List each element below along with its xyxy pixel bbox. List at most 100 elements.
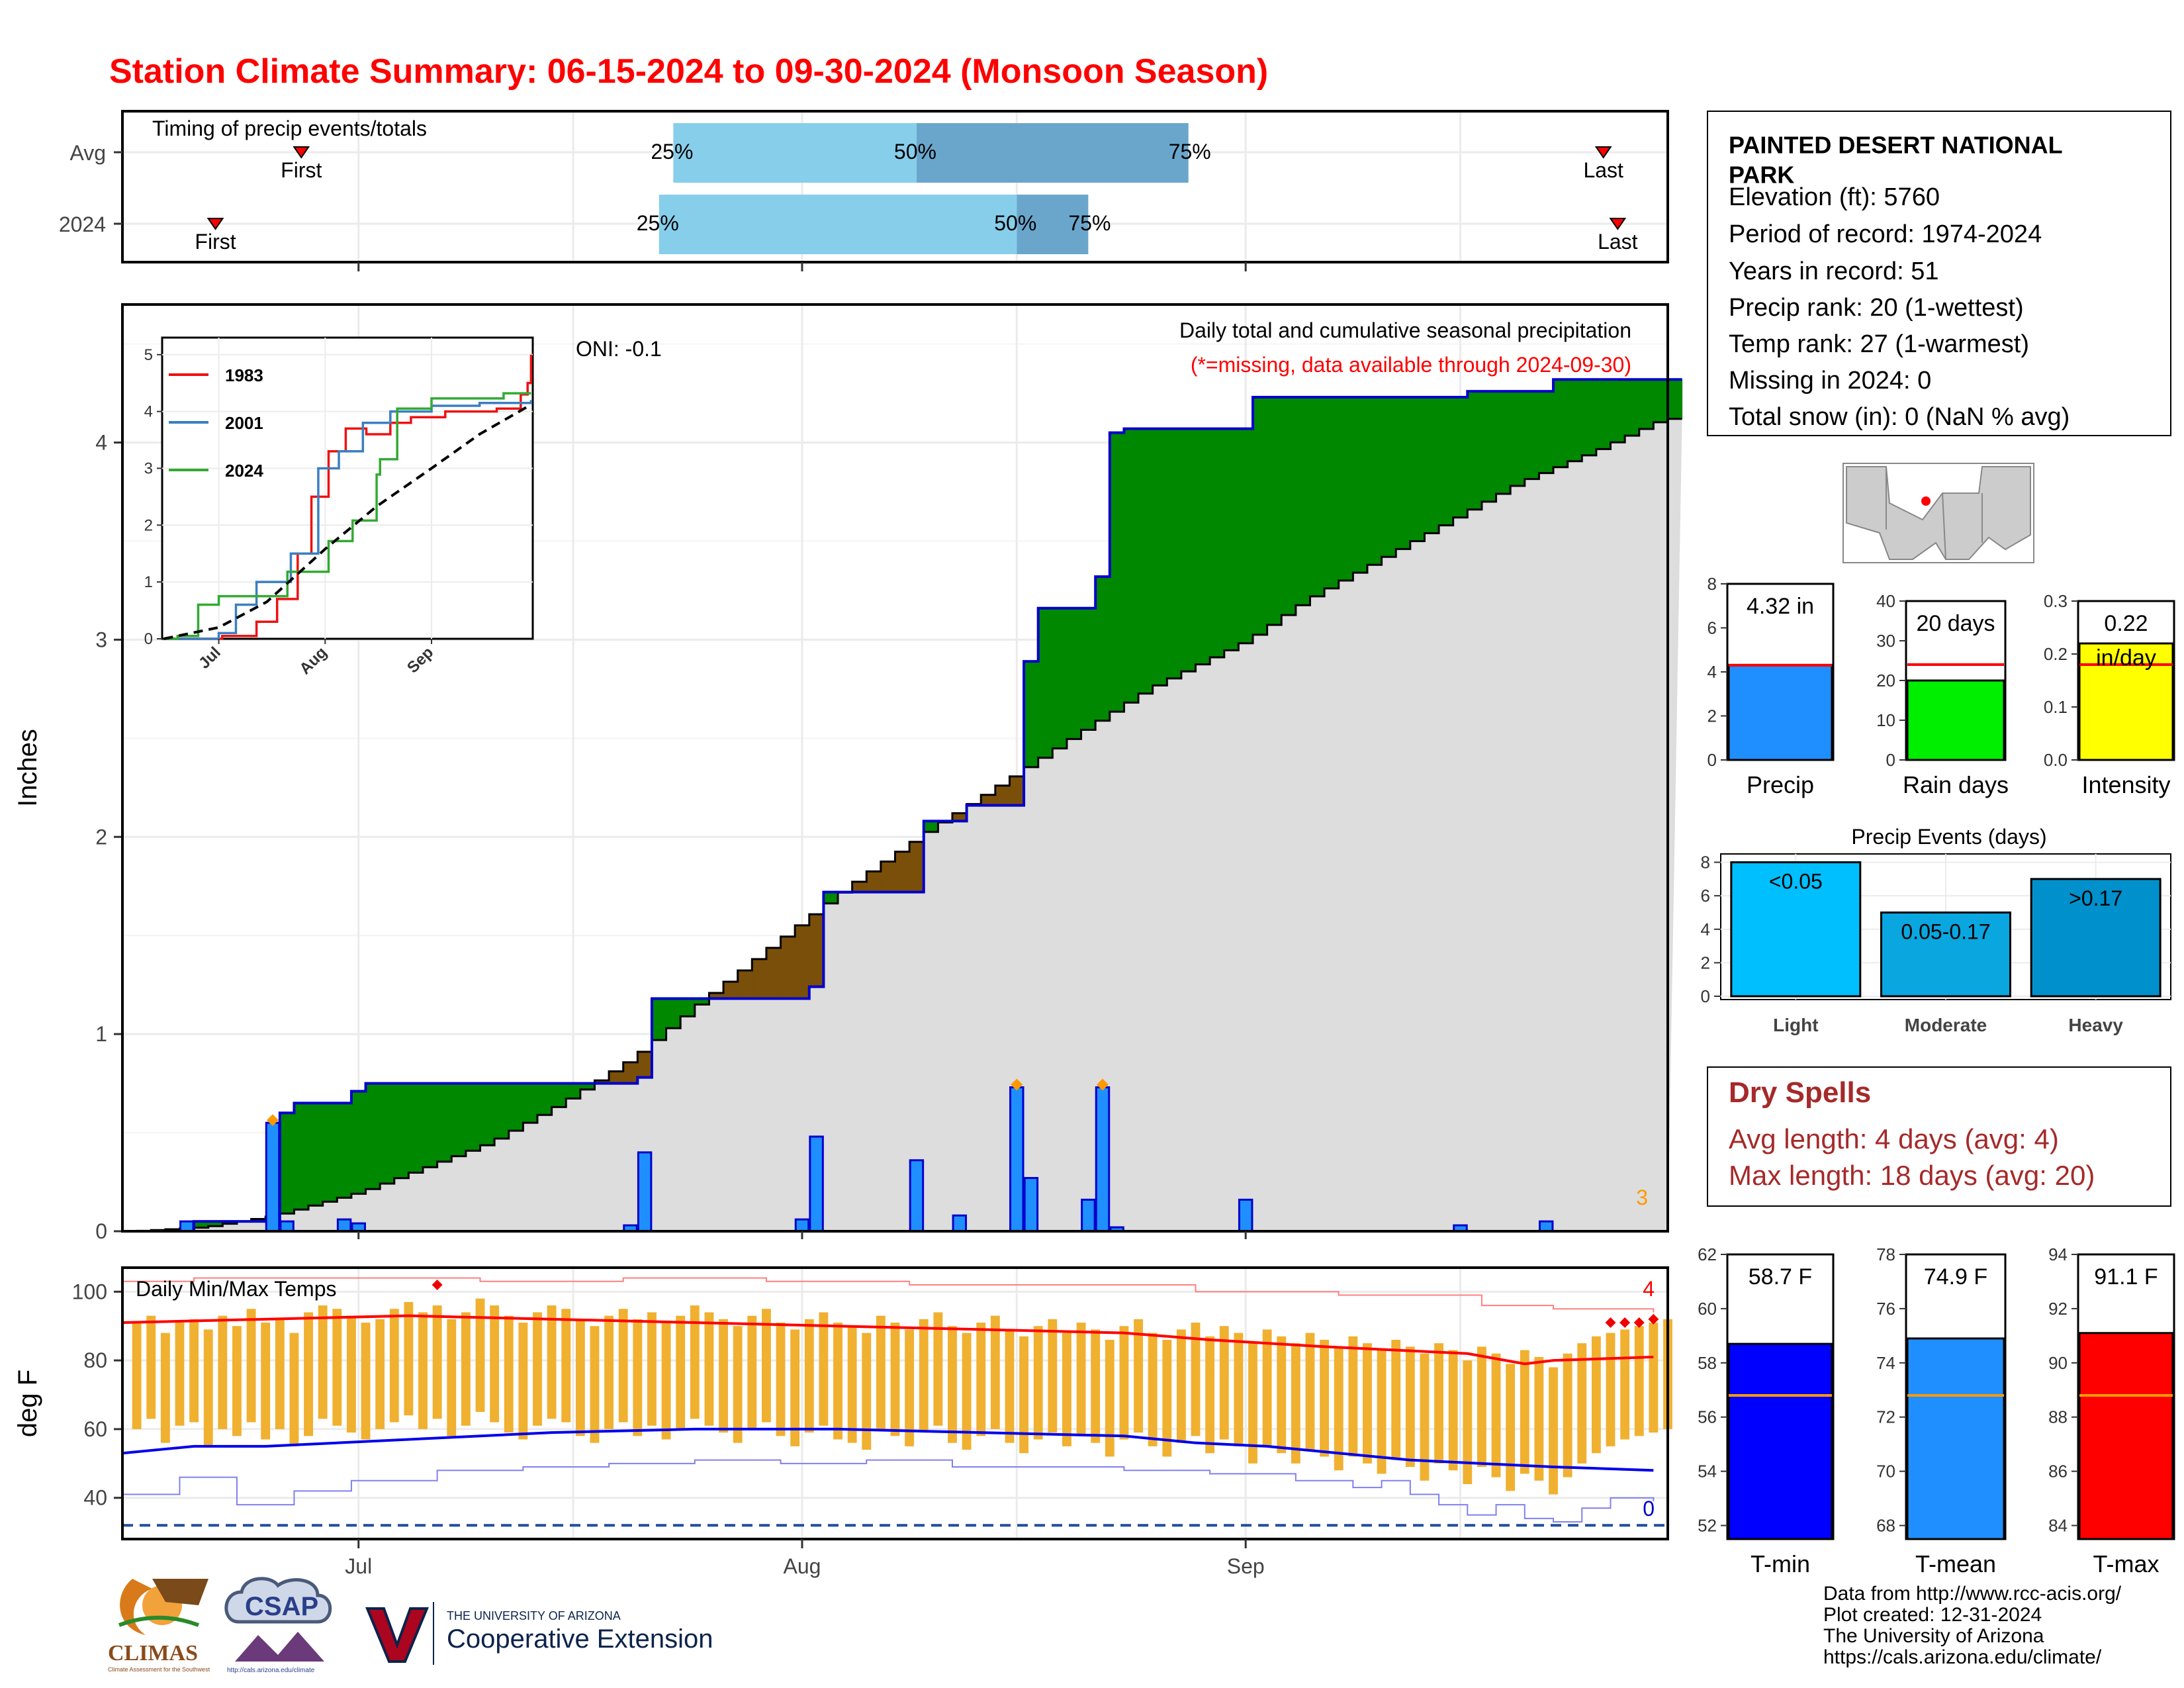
timing-panel-title: Timing of precip events/totals: [152, 117, 427, 140]
state-map-shape: [1846, 466, 2031, 560]
above-average-fill: [651, 998, 667, 1041]
above-average-fill: [380, 1083, 395, 1184]
station-precip-rank: Precip rank: 20 (1-wettest): [1729, 294, 2024, 322]
season-rain-days-value-label: 20 days: [1916, 611, 1995, 636]
above-average-fill: [1410, 397, 1425, 541]
precip-record-count: 3: [1636, 1186, 1648, 1209]
above-average-fill: [666, 998, 681, 1029]
precip-events-chart: Precip Events (days) <0.05 Light 0.05-0.17…: [1701, 825, 2171, 1035]
csap-logo-text: CSAP: [245, 1592, 318, 1621]
daily-precip-bar: [179, 1220, 195, 1233]
season-t-mean-value-label: 74.9 F: [1924, 1264, 1987, 1289]
daily-temp-bar: [804, 1319, 814, 1433]
timing-label-75: 75%: [1169, 140, 1211, 164]
daily-temp-bar: [218, 1315, 228, 1429]
station-elevation: Elevation (ft): 5760: [1729, 183, 1940, 211]
below-average-fill: [952, 813, 968, 821]
station-info-frame: [1707, 111, 2171, 436]
above-average-fill: [1639, 379, 1654, 429]
daily-temp-bar: [776, 1323, 786, 1436]
above-average-fill: [1066, 608, 1082, 739]
daily-temp-bar: [1606, 1333, 1615, 1446]
daily-temp-bar: [690, 1305, 700, 1419]
daily-temp-bar: [1277, 1336, 1287, 1454]
above-average-fill: [923, 821, 938, 832]
timing-label-75: 75%: [1068, 211, 1111, 235]
daily-temp-bar: [1091, 1329, 1101, 1443]
dry-spells-title: Dry Spells: [1729, 1076, 1871, 1109]
season-t-mean-tick-label: 78: [1876, 1244, 1895, 1264]
season-precip-category-label: Precip: [1747, 771, 1814, 798]
daily-temp-bar: [261, 1323, 271, 1440]
daily-temp-bar: [1405, 1346, 1415, 1468]
timing-first-marker: [293, 146, 310, 159]
above-average-fill: [294, 1103, 309, 1210]
ua-logo-mark: [365, 1607, 429, 1663]
oni-label: ONI: -0.1: [576, 337, 662, 361]
temp-y-tick-label: 100: [72, 1280, 107, 1303]
daily-precip-bar: [1095, 1086, 1111, 1233]
inset-line-avg: [163, 403, 532, 640]
daily-temp-bar: [1019, 1336, 1029, 1454]
daily-temp-bar: [919, 1319, 929, 1433]
season-rain-days-tick-label: 10: [1876, 710, 1895, 730]
above-average-fill: [1253, 397, 1268, 635]
daily-temp-bar: [404, 1301, 414, 1416]
temp-record-high-count: 4: [1643, 1277, 1655, 1301]
timing-label-50: 50%: [894, 140, 936, 164]
season-t-max-tick-label: 84: [2048, 1516, 2068, 1536]
above-average-fill: [1024, 661, 1039, 767]
below-average-fill: [709, 993, 724, 999]
daily-temp-bar: [933, 1312, 943, 1426]
daily-temp-bar: [1491, 1353, 1501, 1477]
above-average-fill: [437, 1083, 452, 1162]
daily-temp-bar: [490, 1305, 500, 1423]
precip-panel-frame: [121, 303, 1669, 1233]
season-t-max-category-label: T-max: [2093, 1550, 2159, 1577]
timing-bar-50-75: [916, 123, 1189, 183]
station-years: Years in record: 51: [1729, 258, 1939, 285]
inset-y-tick-label: 5: [144, 346, 153, 364]
season-precip-value-label: 4.32 in: [1747, 594, 1814, 619]
above-average-fill: [1138, 428, 1154, 694]
daily-temp-bar: [1176, 1329, 1186, 1443]
daily-temp-bar: [1305, 1333, 1315, 1450]
timing-label-25: 25%: [637, 211, 679, 235]
season-intensity-bar: [2078, 642, 2174, 761]
timing-row-label-avg: Avg: [69, 141, 106, 165]
season-t-mean-tick-label: 74: [1876, 1353, 1895, 1373]
daily-temp-bar: [347, 1315, 356, 1433]
daily-temp-bar: [475, 1298, 485, 1412]
below-average-fill: [909, 841, 925, 892]
daily-temp-bar: [719, 1319, 728, 1433]
record-high-marker: [432, 1279, 443, 1290]
daily-temp-bar: [389, 1309, 399, 1423]
daily-temp-bar: [1134, 1319, 1143, 1433]
temp-y-tick-label: 40: [83, 1486, 107, 1510]
station-missing: Missing in 2024: 0: [1729, 367, 1931, 395]
above-average-fill: [1152, 428, 1167, 686]
daily-temp-bar: [1434, 1343, 1443, 1464]
above-average-fill: [1653, 379, 1668, 422]
season-t-mean-tick-label: 72: [1876, 1407, 1895, 1427]
climas-logo-text: CLIMAS: [108, 1641, 198, 1665]
daily-precip-bar: [794, 1218, 810, 1233]
daily-temp-bar: [289, 1333, 299, 1446]
above-average-fill: [1596, 379, 1612, 449]
precip-events-value-label: <0.05: [1769, 870, 1823, 894]
legend-label-2001: 2001: [225, 413, 263, 433]
season-intensity-tick-label: 0.0: [2044, 750, 2068, 770]
page-title: Station Climate Summary: 06-15-2024 to 0…: [109, 52, 1268, 91]
record-high-marker: [1619, 1317, 1631, 1329]
observed-cumulative-line: [122, 378, 1682, 1233]
inset-line-2024: [163, 392, 531, 640]
above-average-fill: [1467, 391, 1482, 510]
season-precip-tick-label: 0: [1707, 750, 1717, 770]
daily-temp-bar: [1162, 1339, 1172, 1457]
daily-temp-bar: [146, 1315, 156, 1419]
csap-logo-mountains: [235, 1632, 324, 1662]
above-average-fill: [1524, 391, 1539, 479]
season-totals-bars: 0 2 4 6 8 4.32 in Precip 0 10 20 30 40 20 days Rain d…: [1707, 574, 2175, 798]
daily-temp-bar: [976, 1323, 986, 1436]
footer-data-source: Data from http://www.rcc-acis.org/: [1823, 1583, 2122, 1605]
